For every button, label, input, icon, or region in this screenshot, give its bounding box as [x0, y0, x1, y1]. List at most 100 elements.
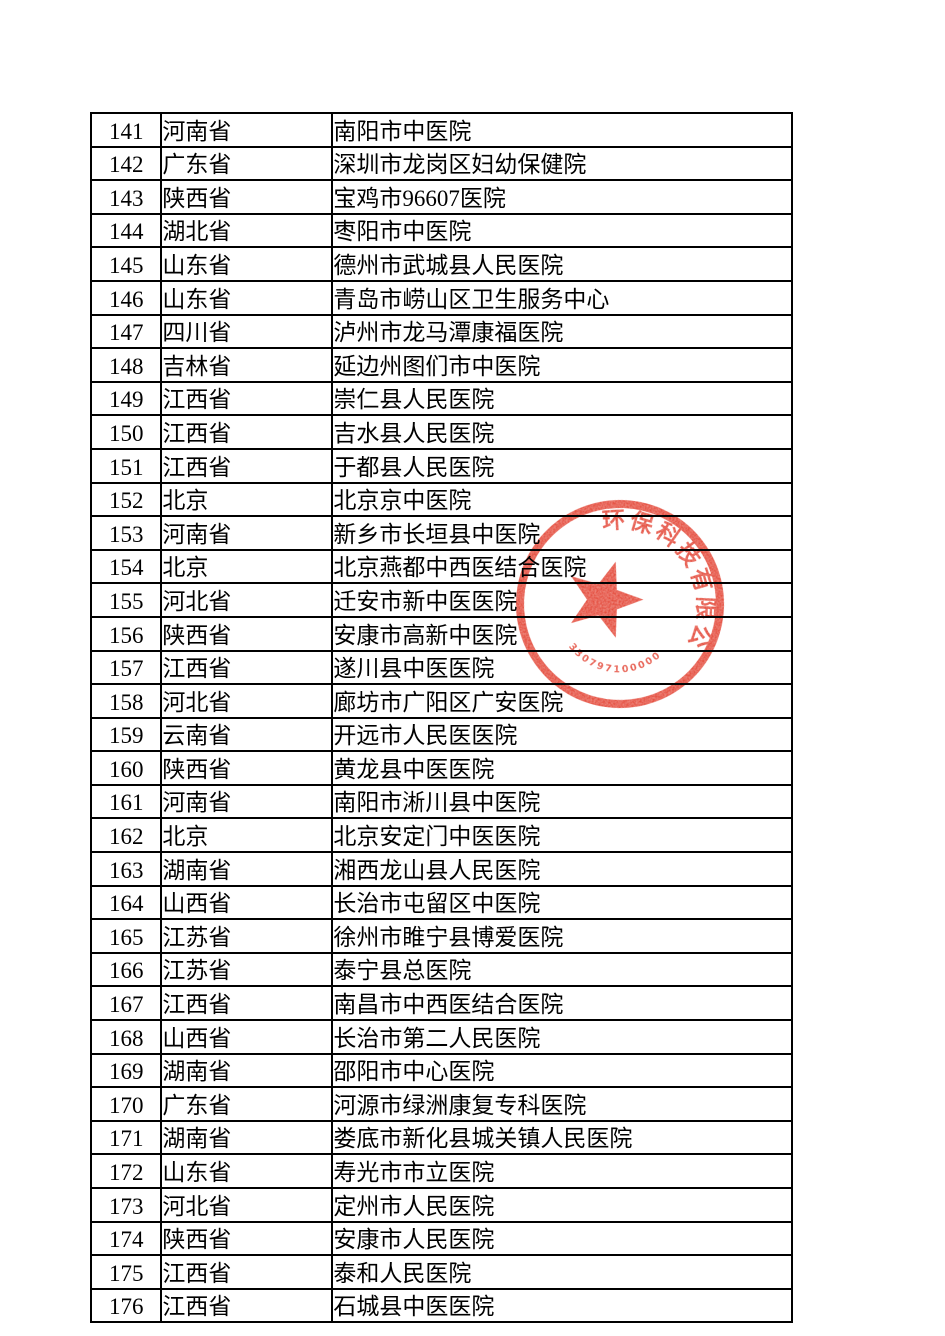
cell-hospital: 徐州市睢宁县博爱医院 [331, 918, 793, 954]
cell-province: 北京 [160, 548, 334, 585]
hospital-table: 141 河南省 南阳市中医院 142 广东省 深圳市龙岗区妇幼保健院 143 陕… [89, 112, 793, 1324]
cell-province: 山西省 [160, 1019, 334, 1055]
cell-hospital: 泸州市龙马潭康福医院 [331, 313, 793, 350]
hospital-table-body: 141 河南省 南阳市中医院 142 广东省 深圳市龙岗区妇幼保健院 143 陕… [89, 112, 793, 1324]
table-row: 168 山西省 长治市第二人民医院 [89, 1019, 793, 1055]
cell-province: 湖南省 [160, 1052, 334, 1089]
cell-hospital: 河源市绿洲康复专科医院 [331, 1086, 793, 1122]
table-row: 155 河北省 迁安市新中医医院 [89, 582, 793, 618]
cell-province: 江西省 [160, 649, 334, 686]
cell-index: 172 [89, 1153, 163, 1189]
cell-index: 168 [89, 1019, 163, 1055]
cell-province: 陕西省 [160, 750, 334, 786]
cell-hospital: 长治市屯留区中医院 [331, 884, 793, 921]
cell-hospital: 南阳市淅川县中医院 [331, 783, 793, 820]
cell-hospital: 北京京中医院 [331, 481, 793, 518]
table-row: 152 北京 北京京中医院 [89, 481, 793, 518]
cell-index: 141 [89, 112, 163, 148]
cell-index: 151 [89, 447, 163, 484]
cell-hospital: 遂川县中医医院 [331, 649, 793, 686]
table-row: 142 广东省 深圳市龙岗区妇幼保健院 [89, 145, 793, 182]
table-row: 159 云南省 开远市人民医医院 [89, 716, 793, 753]
cell-hospital: 枣阳市中医院 [331, 212, 793, 249]
table-row: 163 湖南省 湘西龙山县人民医院 [89, 851, 793, 887]
cell-index: 155 [89, 582, 163, 618]
cell-province: 陕西省 [160, 615, 334, 652]
table-row: 176 江西省 石城县中医医院 [89, 1287, 793, 1324]
cell-index: 166 [89, 951, 163, 988]
cell-index: 149 [89, 380, 163, 417]
cell-hospital: 长治市第二人民医院 [331, 1019, 793, 1055]
cell-hospital: 北京安定门中医医院 [331, 817, 793, 854]
table-row: 171 湖南省 娄底市新化县城关镇人民医院 [89, 1119, 793, 1156]
cell-hospital: 深圳市龙岗区妇幼保健院 [331, 145, 793, 182]
table-row: 169 湖南省 邵阳市中心医院 [89, 1052, 793, 1089]
cell-index: 143 [89, 179, 163, 215]
cell-hospital: 石城县中医医院 [331, 1287, 793, 1324]
cell-hospital: 泰和人民医院 [331, 1254, 793, 1290]
cell-index: 157 [89, 649, 163, 686]
table-row: 157 江西省 遂川县中医医院 [89, 649, 793, 686]
cell-province: 山东省 [160, 1153, 334, 1189]
table-row: 154 北京 北京燕都中西医结合医院 [89, 548, 793, 585]
cell-province: 北京 [160, 481, 334, 518]
table-row: 164 山西省 长治市屯留区中医院 [89, 884, 793, 921]
cell-hospital: 崇仁县人民医院 [331, 380, 793, 417]
cell-province: 山东省 [160, 246, 334, 282]
table-row: 160 陕西省 黄龙县中医医院 [89, 750, 793, 786]
table-row: 150 江西省 吉水县人民医院 [89, 414, 793, 450]
cell-province: 陕西省 [160, 179, 334, 215]
cell-province: 河南省 [160, 515, 334, 551]
cell-province: 湖南省 [160, 1119, 334, 1156]
cell-index: 174 [89, 1220, 163, 1257]
cell-province: 陕西省 [160, 1220, 334, 1257]
cell-index: 165 [89, 918, 163, 954]
table-row: 166 江苏省 泰宁县总医院 [89, 951, 793, 988]
cell-hospital: 德州市武城县人民医院 [331, 246, 793, 282]
cell-hospital: 延边州图们市中医院 [331, 347, 793, 383]
cell-hospital: 宝鸡市96607医院 [331, 179, 793, 215]
cell-index: 158 [89, 683, 163, 719]
cell-hospital: 吉水县人民医院 [331, 414, 793, 450]
cell-province: 江西省 [160, 447, 334, 484]
cell-index: 169 [89, 1052, 163, 1089]
cell-index: 153 [89, 515, 163, 551]
table-row: 165 江苏省 徐州市睢宁县博爱医院 [89, 918, 793, 954]
cell-province: 山东省 [160, 279, 334, 316]
cell-index: 163 [89, 851, 163, 887]
table-row: 147 四川省 泸州市龙马潭康福医院 [89, 313, 793, 350]
table-row: 170 广东省 河源市绿洲康复专科医院 [89, 1086, 793, 1122]
cell-hospital: 于都县人民医院 [331, 447, 793, 484]
table-row: 172 山东省 寿光市市立医院 [89, 1153, 793, 1189]
cell-hospital: 南昌市中西医结合医院 [331, 985, 793, 1022]
cell-index: 170 [89, 1086, 163, 1122]
cell-hospital: 开远市人民医医院 [331, 716, 793, 753]
cell-province: 广东省 [160, 145, 334, 182]
table-row: 174 陕西省 安康市人民医院 [89, 1220, 793, 1257]
cell-province: 江苏省 [160, 951, 334, 988]
cell-index: 146 [89, 279, 163, 316]
table-row: 173 河北省 定州市人民医院 [89, 1187, 793, 1223]
table-row: 151 江西省 于都县人民医院 [89, 447, 793, 484]
cell-index: 145 [89, 246, 163, 282]
table-row: 161 河南省 南阳市淅川县中医院 [89, 783, 793, 820]
table-row: 143 陕西省 宝鸡市96607医院 [89, 179, 793, 215]
cell-province: 广东省 [160, 1086, 334, 1122]
cell-province: 江西省 [160, 985, 334, 1022]
table-row: 167 江西省 南昌市中西医结合医院 [89, 985, 793, 1022]
table-row: 141 河南省 南阳市中医院 [89, 112, 793, 148]
cell-province: 北京 [160, 817, 334, 854]
cell-province: 河北省 [160, 1187, 334, 1223]
cell-index: 142 [89, 145, 163, 182]
cell-province: 吉林省 [160, 347, 334, 383]
cell-hospital: 黄龙县中医医院 [331, 750, 793, 786]
cell-province: 江西省 [160, 380, 334, 417]
cell-province: 河南省 [160, 112, 334, 148]
table-row: 148 吉林省 延边州图们市中医院 [89, 347, 793, 383]
table-row: 175 江西省 泰和人民医院 [89, 1254, 793, 1290]
cell-index: 159 [89, 716, 163, 753]
cell-index: 144 [89, 212, 163, 249]
cell-province: 江西省 [160, 1254, 334, 1290]
table-row: 146 山东省 青岛市崂山区卫生服务中心 [89, 279, 793, 316]
